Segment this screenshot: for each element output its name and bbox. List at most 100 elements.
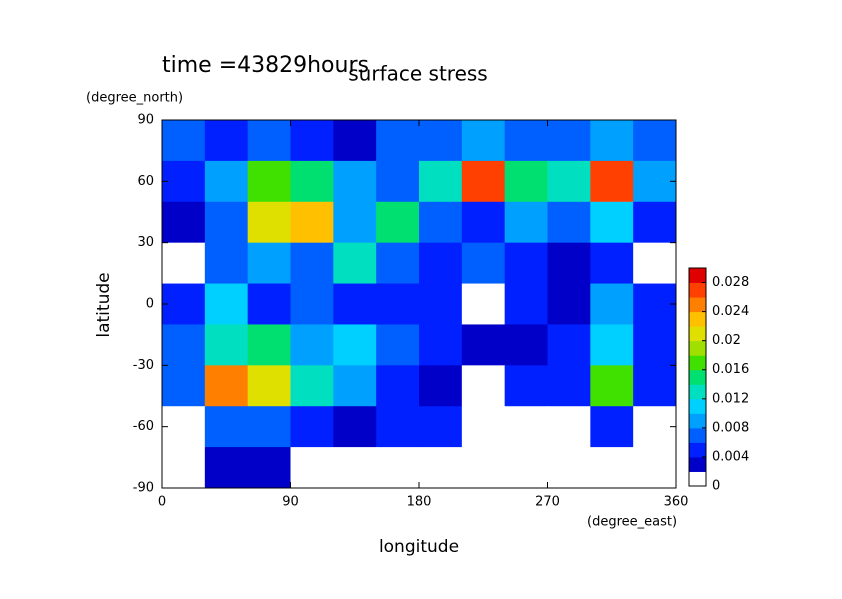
colorbar-tick-label: 0 (712, 479, 720, 494)
cell (504, 242, 548, 285)
colorbar-swatch (689, 326, 706, 342)
cell (547, 201, 591, 244)
cell (333, 324, 377, 366)
cell (333, 406, 377, 448)
cell (204, 242, 249, 285)
cell (376, 120, 420, 162)
cell (461, 365, 506, 407)
cell (590, 160, 634, 203)
cell (333, 283, 377, 325)
colorbar-swatch (689, 282, 706, 298)
cell (247, 406, 291, 448)
cell (247, 120, 291, 162)
cell (162, 201, 206, 244)
cell (547, 406, 591, 448)
colorbar-tick-label: 0.016 (712, 362, 749, 377)
cell (461, 120, 506, 162)
cell (247, 201, 291, 244)
cell (504, 283, 548, 325)
field (162, 120, 677, 489)
cell (419, 324, 463, 366)
cell (590, 365, 634, 407)
cell (504, 201, 548, 244)
cell (162, 447, 206, 489)
cell (590, 283, 634, 325)
x-unit: (degree_east) (587, 515, 677, 530)
colorbar-swatch (689, 384, 706, 400)
y-tick-label: 60 (137, 174, 154, 189)
cell (504, 365, 548, 407)
x-tick-label: 180 (407, 495, 432, 510)
cell (461, 201, 506, 244)
cell (204, 120, 249, 162)
cell (162, 242, 206, 285)
cell (333, 365, 377, 407)
cell (633, 406, 677, 448)
y-tick-label: -60 (133, 419, 154, 434)
cell (590, 120, 634, 162)
colorbar-swatch (689, 413, 706, 429)
cell (590, 447, 634, 489)
cell (504, 447, 548, 489)
cell (419, 242, 463, 285)
cell (633, 201, 677, 244)
cell (290, 120, 334, 162)
cell (376, 201, 420, 244)
cell (204, 160, 249, 203)
cell (633, 242, 677, 285)
cell (204, 201, 249, 244)
cell (419, 120, 463, 162)
cell (504, 160, 548, 203)
cell (590, 201, 634, 244)
colorbar-swatch (689, 471, 706, 487)
cell (504, 324, 548, 366)
cell (376, 283, 420, 325)
chart-title: surface stress (348, 62, 487, 86)
cell (247, 160, 291, 203)
cell (547, 324, 591, 366)
colorbar-tick-label: 0.008 (712, 420, 749, 435)
x-tick-label: 90 (282, 495, 299, 510)
cell (633, 447, 677, 489)
cell (547, 365, 591, 407)
cell (162, 120, 206, 162)
cell (461, 283, 506, 325)
cell (333, 201, 377, 244)
cell (633, 120, 677, 162)
cell (162, 160, 206, 203)
cell (204, 365, 249, 407)
colorbar-swatch (689, 355, 706, 371)
cell (504, 120, 548, 162)
cell (247, 365, 291, 407)
cell (204, 447, 249, 489)
colorbar-tick-label: 0.024 (712, 304, 749, 319)
cell (333, 242, 377, 285)
cell (633, 160, 677, 203)
cell (547, 120, 591, 162)
cell (633, 283, 677, 325)
cell (376, 447, 420, 489)
cell (162, 283, 206, 325)
cell (162, 324, 206, 366)
cell (376, 365, 420, 407)
cell (419, 406, 463, 448)
cell (247, 283, 291, 325)
y-tick-label: 90 (137, 113, 154, 128)
cell (290, 201, 334, 244)
cell (290, 447, 334, 489)
cell (290, 242, 334, 285)
cell (633, 365, 677, 407)
cell (162, 406, 206, 448)
colorbar-swatch (689, 268, 706, 284)
cell (376, 160, 420, 203)
cell (333, 120, 377, 162)
cell (461, 406, 506, 448)
x-tick-label: 360 (664, 495, 689, 510)
cell (247, 324, 291, 366)
cell (290, 324, 334, 366)
cell (247, 447, 291, 489)
cell (419, 447, 463, 489)
x-tick-label: 0 (158, 495, 166, 510)
cell (290, 365, 334, 407)
